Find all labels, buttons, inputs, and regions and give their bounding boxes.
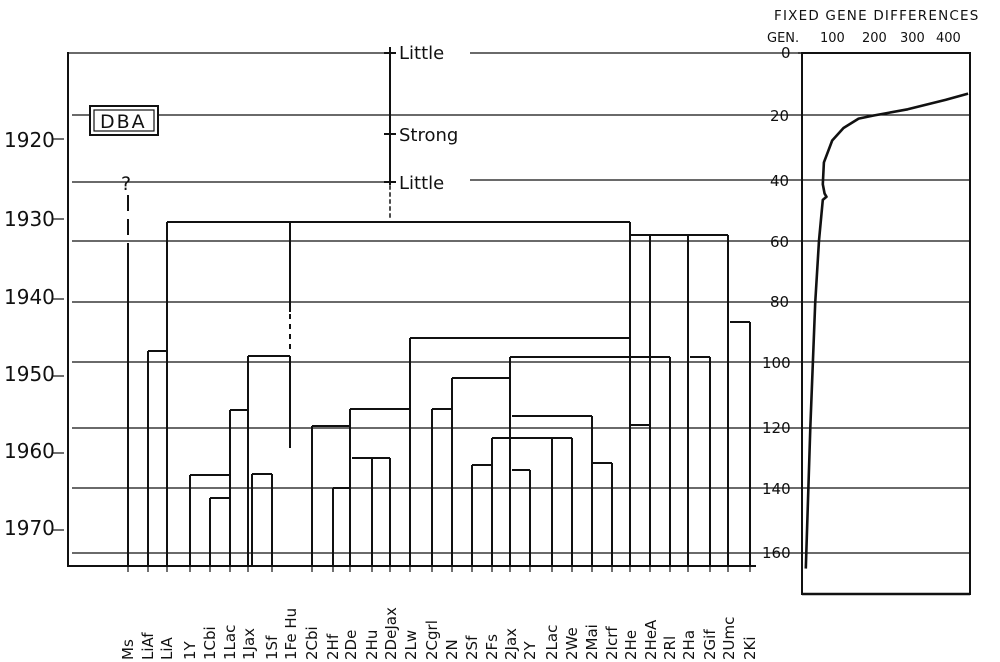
era-label-little-top: Little: [399, 43, 444, 64]
year-label: 1940: [4, 285, 55, 309]
panel-frame: [801, 52, 971, 595]
strain-label-2N: 2N: [443, 639, 461, 660]
strain-label-2He: 2He: [622, 630, 640, 660]
strain-label-2Cgrl: 2Cgrl: [423, 620, 441, 660]
year-label: 1950: [4, 362, 55, 386]
panel-title: FIXED GENE DIFFERENCES: [774, 8, 980, 24]
era-label-little-bottom: Little: [399, 173, 444, 194]
strain-label-2Ki: 2Ki: [741, 636, 759, 660]
gen-zero-label: 0: [781, 44, 791, 62]
year-ticks: [52, 138, 64, 531]
strain-label-1Jax: 1Jax: [240, 628, 258, 660]
dba-label: DBA: [100, 111, 147, 133]
strain-label-2Lac: 2Lac: [543, 625, 561, 660]
year-label: 1960: [4, 439, 55, 463]
question-mark: ?: [121, 173, 131, 195]
strain-label-2Jax: 2Jax: [502, 628, 520, 660]
strain-label-2De: 2De: [342, 630, 360, 660]
strain-label-2Ha: 2Ha: [680, 630, 698, 660]
gen-tick-label: 100: [762, 354, 791, 372]
strain-label-LiA: LiA: [158, 636, 176, 660]
strain-label-2We: 2We: [563, 627, 581, 660]
fixed-gene-curve: [804, 92, 969, 569]
selection-era-scale: Little Strong Little: [384, 43, 458, 221]
top-scale-tick: 100: [820, 31, 845, 46]
strain-label-1Lac: 1Lac: [221, 625, 239, 660]
strain-labels: Ms LiAf LiA 1Y 1Cbi 1Lac 1Jax 1Sf 1Fe Hu…: [119, 607, 759, 660]
strain-label-LiAf: LiAf: [139, 632, 157, 660]
gen-tick-label: 60: [770, 233, 789, 251]
strain-ticks: [127, 566, 751, 572]
strain-label-Ms: Ms: [119, 639, 137, 660]
strain-label-2Icrf: 2Icrf: [603, 626, 621, 660]
gen-tick-label: 160: [762, 544, 791, 562]
gene-differences-panel: FIXED GENE DIFFERENCES GEN. 100 200 300 …: [762, 8, 980, 596]
year-label: 1920: [4, 128, 55, 152]
year-label: 1970: [4, 516, 55, 540]
year-axis-labels: 1920 1930 1940 1950 1960 1970: [4, 128, 55, 540]
ms-lineage: ?: [121, 173, 131, 567]
gen-tick-label: 20: [770, 107, 789, 125]
strain-label-2Mai: 2Mai: [583, 624, 601, 660]
strain-label-1FeHu: 1Fe Hu: [282, 608, 300, 660]
strain-label-2Hu: 2Hu: [363, 630, 381, 660]
strain-label-1Sf: 1Sf: [263, 635, 281, 660]
strain-label-2DeJax: 2DeJax: [382, 607, 400, 660]
top-scale-tick: 200: [862, 31, 887, 46]
gen-label: GEN.: [767, 31, 799, 46]
strain-label-2Fs: 2Fs: [483, 634, 501, 660]
era-label-strong: Strong: [399, 125, 458, 146]
lineage-tree: [147, 221, 751, 566]
strain-label-2Y: 2Y: [521, 640, 539, 660]
strain-label-2Lw: 2Lw: [402, 630, 420, 660]
strain-label-2Umc: 2Umc: [720, 617, 738, 660]
strain-label-1Cbi: 1Cbi: [201, 626, 219, 660]
strain-label-2Cbi: 2Cbi: [303, 626, 321, 660]
generation-gridlines: [68, 52, 970, 554]
top-scale-tick: 300: [900, 31, 925, 46]
gen-axis-labels: 20 40 60 80 100 120 140 160: [762, 107, 791, 562]
strain-label-2HeA: 2HeA: [642, 619, 660, 660]
strain-label-2Hf: 2Hf: [324, 633, 342, 660]
gen-tick-label: 140: [762, 480, 791, 498]
gen-tick-label: 80: [770, 293, 789, 311]
dba-box: DBA: [89, 105, 159, 136]
strain-label-2Rl: 2Rl: [661, 636, 679, 660]
top-scale-tick: 400: [936, 31, 961, 46]
strain-label-2Gif: 2Gif: [701, 629, 719, 660]
gen-tick-label: 40: [770, 172, 789, 190]
strain-label-2Sf: 2Sf: [463, 635, 481, 660]
gen-tick-label: 120: [762, 419, 791, 437]
year-label: 1930: [4, 207, 55, 231]
strain-label-1Y: 1Y: [181, 640, 199, 660]
